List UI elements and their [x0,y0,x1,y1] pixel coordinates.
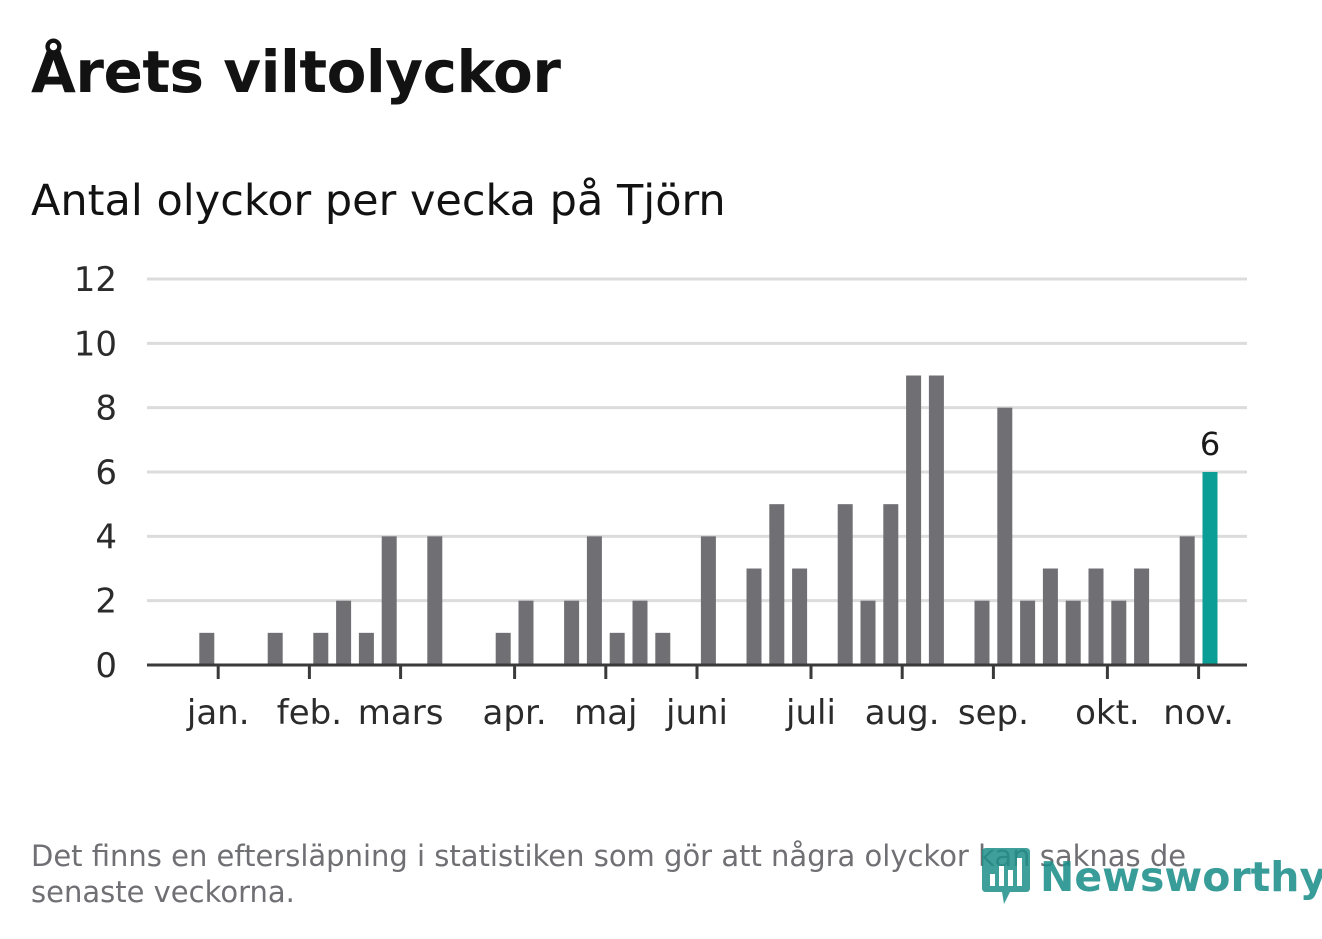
bar [1042,568,1058,665]
x-tick-label: juli [785,693,836,733]
bar-chart-icon [982,848,1030,904]
bar [564,600,580,665]
x-tick-label: maj [574,693,637,733]
x-tick-label: aug. [865,693,940,733]
chart-title: Årets viltolyckor [31,38,561,106]
y-tick-label: 12 [74,260,117,300]
bar [313,632,329,665]
bar [928,375,944,665]
bar [1088,568,1104,665]
bar [267,632,283,665]
bar [609,632,625,665]
bar-highlight [1202,472,1218,665]
bar [792,568,808,665]
bar [974,600,990,665]
bar [837,504,853,665]
bar [906,375,922,665]
y-tick-label: 2 [95,582,117,622]
y-tick-label: 4 [95,517,117,557]
x-axis: jan. feb. mars apr. maj juni juli aug. sep. okt. n… [147,663,1247,733]
bar-value-label: 6 [1200,425,1220,463]
bar [1065,600,1081,665]
x-tick-label: jan. [186,693,250,733]
bar [883,504,899,665]
y-tick-label: 10 [74,324,117,364]
bar [769,504,785,665]
y-tick-label: 8 [95,389,117,429]
x-tick-label: mars [358,693,444,733]
x-tick-label: feb. [277,693,342,733]
bar [632,600,648,665]
bar [427,536,443,665]
logo-text: Newsworthy [1040,853,1322,901]
bar [586,536,602,665]
y-tick-label: 6 [95,453,117,493]
y-tick-label: 0 [95,646,117,686]
bar [1134,568,1150,665]
x-tick-label: okt. [1075,693,1140,733]
bar [997,407,1013,665]
bar [199,632,215,665]
bar [746,568,762,665]
x-tick-label: apr. [483,693,547,733]
bar [336,600,352,665]
bar-chart: 0 2 4 6 8 10 12 6 jan. feb. mars apr. maj juni juli a… [74,260,1247,733]
bar [655,632,671,665]
bar [1179,536,1195,665]
x-tick-label: juni [665,693,728,733]
bar [1020,600,1036,665]
bar [495,632,511,665]
bars: 6 [199,375,1220,665]
y-axis: 0 2 4 6 8 10 12 [74,260,117,686]
x-tick-label: nov. [1163,693,1234,733]
chart-subtitle: Antal olyckor per vecka på Tjörn [31,176,726,226]
bar [1111,600,1127,665]
bar [860,600,876,665]
x-tick-label: sep. [958,693,1029,733]
newsworthy-logo[interactable]: Newsworthy [980,846,1322,908]
bar [700,536,716,665]
bar [358,632,374,665]
bar [518,600,534,665]
bar [381,536,397,665]
gridlines [147,277,1247,603]
